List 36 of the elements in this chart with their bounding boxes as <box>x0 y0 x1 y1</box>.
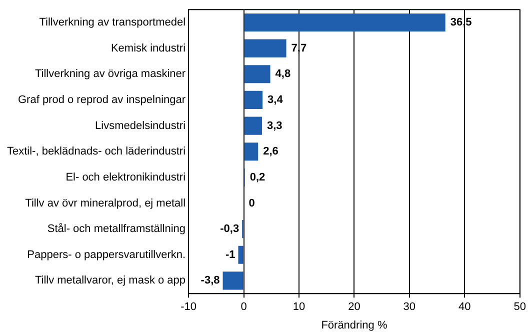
x-tick-label: 50 <box>514 301 526 314</box>
y-tick-label: El- och elektronikindustri <box>66 171 186 184</box>
x-tick-label: 10 <box>292 301 306 314</box>
y-tick-label: Tillv av övr mineralprod, ej metall <box>25 197 186 210</box>
x-tick-label: 20 <box>348 301 360 314</box>
data-label: -3,8 <box>200 274 220 287</box>
data-label: 4,8 <box>275 68 291 80</box>
bar <box>244 39 286 58</box>
data-label: 3,4 <box>268 94 284 106</box>
data-label: -0,3 <box>220 223 240 236</box>
y-tick-label: Livsmedelsindustri <box>95 120 186 132</box>
y-tick-label: Pappers- o pappersvarutillverkn. <box>27 248 186 261</box>
x-axis-title: Förändring % <box>321 319 388 332</box>
y-tick-label: Tillverkning av transportmedel <box>39 16 186 29</box>
bar <box>238 246 244 264</box>
bar <box>222 272 244 290</box>
x-tick-label: 0 <box>240 301 247 314</box>
x-tick-label: -10 <box>180 301 196 314</box>
bar <box>244 116 262 135</box>
data-label: -1 <box>225 248 236 261</box>
data-label: 0,2 <box>250 171 266 184</box>
bar <box>244 13 446 32</box>
y-tick-label: Stål- och metallframställning <box>47 223 186 236</box>
y-tick-label: Tillverkning av övriga maskiner <box>34 68 186 80</box>
bar <box>244 142 258 161</box>
y-tick-label: Tillv metallvaror, ej mask o app <box>34 274 186 287</box>
bar <box>244 90 263 109</box>
data-label: 3,3 <box>266 120 282 132</box>
data-label: 2,6 <box>263 146 278 158</box>
data-label: 0 <box>248 197 255 210</box>
x-tick-label: 30 <box>403 301 416 314</box>
bar <box>244 65 270 84</box>
x-tick-label: 40 <box>458 301 471 314</box>
y-tick-label: Textil-, beklädnads- och läderindustri <box>6 146 186 158</box>
y-tick-label: Kemisk industri <box>110 42 186 54</box>
y-tick-label: Graf prod o reprod av inspelningar <box>18 94 186 106</box>
